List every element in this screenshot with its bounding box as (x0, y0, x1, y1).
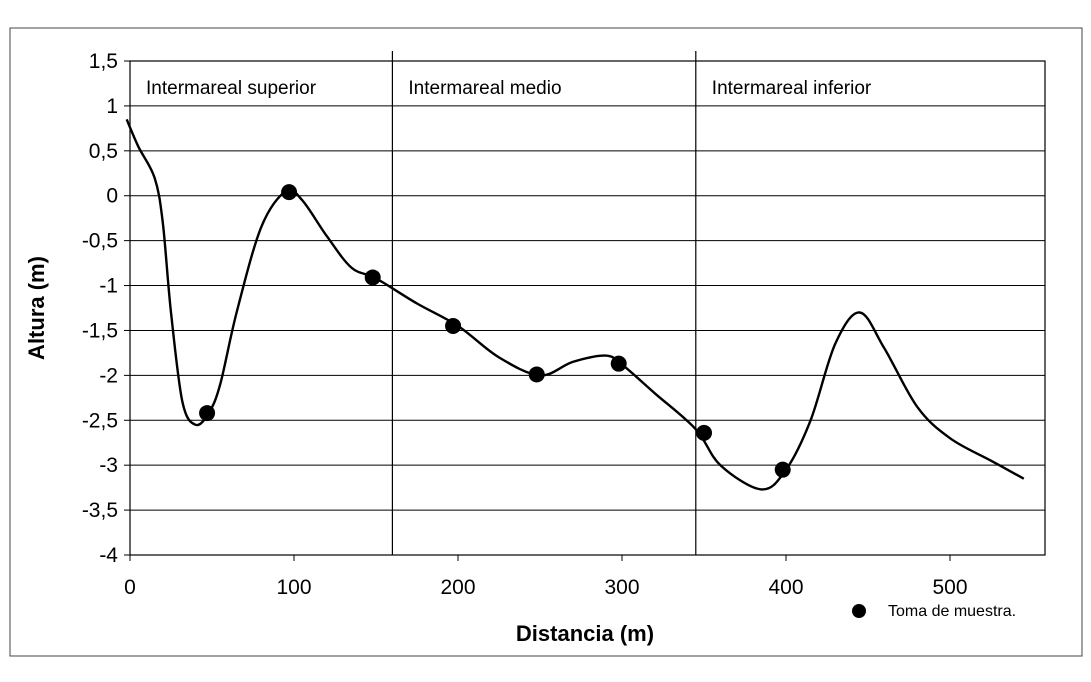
zone-dividers: Intermareal superior Intermareal medio Int… (146, 51, 872, 555)
chart-frame (9, 27, 1083, 657)
sample-point (774, 461, 791, 478)
x-tick-label: 0 (124, 576, 136, 599)
y-tick-label: -1 (99, 275, 118, 298)
profile-line (125, 118, 1025, 491)
x-tick-label: 500 (932, 576, 967, 599)
sample-point (528, 366, 545, 383)
zone-label: Intermareal medio (408, 78, 561, 99)
x-tick-label: 400 (768, 576, 803, 599)
y-tick-label: -3 (99, 454, 118, 477)
plot-area (129, 60, 1046, 556)
y-tick-label: -0,5 (82, 230, 118, 253)
legend-label: Toma de muestra. (888, 603, 1016, 620)
sample-points (199, 184, 791, 478)
x-tick-label: 200 (440, 576, 475, 599)
y-tick-label: 1,5 (89, 50, 118, 73)
y-tick-label: 0,5 (89, 140, 118, 163)
zone-label: Intermareal superior (146, 78, 317, 99)
y-tick-label: -3,5 (82, 499, 118, 522)
y-tick-label: 1 (106, 95, 118, 118)
zone-label: Intermareal inferior (712, 78, 872, 99)
legend-marker (852, 604, 866, 618)
y-tick-label: 0 (106, 185, 118, 208)
x-tick-label: 300 (604, 576, 639, 599)
y-tick-label: -2,5 (82, 409, 118, 432)
y-tick-label: -1,5 (82, 319, 118, 342)
x-axis-title: Distancia (m) (516, 621, 654, 646)
axis-ticks: 1,5 1 0,5 0 -0,5 -1 -1,5 -2 -2,5 -3 -3,5 -4 0 100 200 3… (82, 50, 968, 599)
y-tick-label: -2 (99, 364, 118, 387)
x-tick-label: 100 (276, 576, 311, 599)
sample-point (610, 355, 627, 372)
y-axis-title: Altura (m) (24, 256, 49, 360)
grid-lines (130, 105, 1045, 511)
sample-point (445, 317, 462, 334)
sample-point (696, 424, 712, 441)
sample-point (199, 405, 216, 422)
y-tick-label: -4 (99, 544, 118, 567)
sample-point (281, 184, 298, 201)
sample-point (364, 269, 381, 286)
